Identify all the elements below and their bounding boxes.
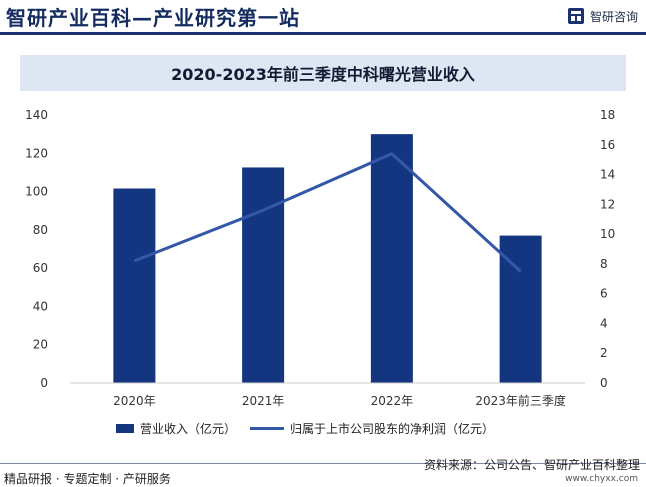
- right-y-tick-label: 16: [600, 138, 615, 152]
- x-axis: 2020年 2021年 2022年 2023年前三季度: [113, 393, 566, 408]
- revenue-bar: [370, 134, 413, 383]
- bar-series: [113, 134, 542, 383]
- brand-title: 智研产业百科—产业研究第一站: [6, 6, 300, 30]
- footer-divider: [0, 463, 646, 464]
- legend-bar-swatch: [116, 424, 134, 433]
- left-y-tick-label: 80: [33, 223, 48, 237]
- x-tick-label: 2021年: [242, 394, 285, 408]
- right-y-tick-label: 2: [600, 346, 608, 360]
- right-y-tick-label: 6: [600, 287, 608, 301]
- left-y-tick-label: 0: [40, 376, 48, 390]
- chart-area: 0 20 40 60 80 100 120 140 0 2 4 6 8 10 12 14 16 18 2020年…: [25, 108, 615, 436]
- legend: 营业收入（亿元） 归属于上市公司股东的净利润（亿元）: [116, 421, 494, 436]
- left-y-axis: 0 20 40 60 80 100 120 140: [25, 108, 48, 390]
- right-y-tick-label: 8: [600, 257, 608, 271]
- footer-tagline: 精品研报 · 专题定制 · 产研服务: [4, 472, 171, 486]
- right-y-tick-label: 0: [600, 376, 608, 390]
- right-y-tick-label: 14: [600, 168, 615, 182]
- revenue-bar: [242, 167, 285, 383]
- chart-title-band: 2020-2023年前三季度中科曙光营业收入: [20, 55, 626, 91]
- x-tick-label: 2022年: [371, 394, 414, 408]
- left-y-tick-label: 140: [25, 108, 48, 122]
- right-y-tick-label: 4: [600, 316, 608, 330]
- footer-source: 资料来源：公司公告、智研产业百科整理: [423, 458, 640, 472]
- left-y-tick-label: 120: [25, 146, 48, 160]
- header-logo[interactable]: 智研咨询: [567, 6, 638, 26]
- right-y-tick-label: 18: [600, 108, 615, 122]
- left-y-tick-label: 40: [33, 299, 48, 313]
- chart-title: 2020-2023年前三季度中科曙光营业收入: [171, 65, 475, 84]
- header: 智研产业百科—产业研究第一站 智研咨询: [0, 0, 646, 32]
- legend-line-label: 归属于上市公司股东的净利润（亿元）: [290, 421, 494, 436]
- x-tick-label: 2020年: [113, 394, 156, 408]
- net-profit-line: [133, 152, 522, 273]
- left-y-tick-label: 60: [33, 261, 48, 275]
- left-y-tick-label: 20: [33, 338, 48, 352]
- footer-url[interactable]: www.chyxx.com: [565, 474, 638, 484]
- header-divider: [0, 32, 646, 35]
- revenue-bar: [113, 188, 156, 383]
- right-y-tick-label: 10: [600, 227, 615, 241]
- right-y-axis: 0 2 4 6 8 10 12 14 16 18: [600, 108, 615, 390]
- zhiyan-logo-icon: [567, 8, 584, 24]
- legend-bar-label: 营业收入（亿元）: [140, 421, 236, 436]
- left-y-tick-label: 100: [25, 185, 48, 199]
- x-tick-label: 2023年前三季度: [475, 393, 566, 408]
- header-logo-text: 智研咨询: [589, 9, 638, 24]
- right-y-tick-label: 12: [600, 197, 615, 211]
